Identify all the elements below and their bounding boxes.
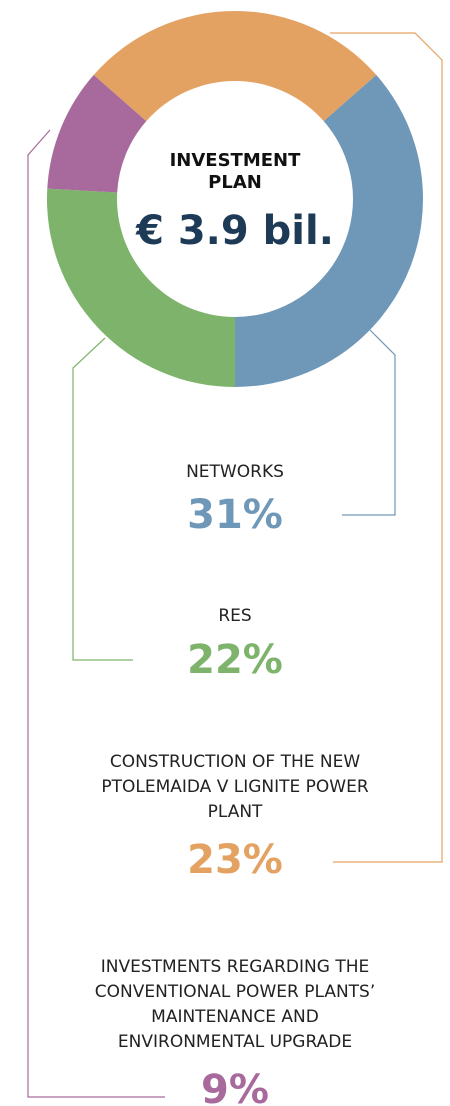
value-label: 31% [187, 492, 283, 538]
category-label: RES [218, 606, 252, 626]
chart-title: INVESTMENT PLAN [169, 150, 301, 193]
category-label: CONSTRUCTION OF THE NEW PTOLEMAIDA V LIG… [101, 752, 369, 822]
category-label: NETWORKS [186, 462, 284, 482]
donut-segment [93, 10, 377, 122]
connectors [27, 32, 443, 1098]
connector [330, 32, 443, 863]
donut-segment [47, 74, 147, 193]
value-label: 9% [201, 1067, 269, 1106]
value-label: 22% [187, 637, 283, 683]
category-label: INVESTMENTS REGARDING THE CONVENTIONAL P… [94, 957, 376, 1052]
chart-subtitle: € 3.9 bil. [136, 208, 334, 254]
donut-segment [235, 74, 423, 387]
value-label: 23% [187, 837, 283, 883]
connector [342, 329, 396, 516]
connector [72, 337, 133, 661]
connector [27, 129, 165, 1098]
donut-segment [47, 188, 235, 387]
